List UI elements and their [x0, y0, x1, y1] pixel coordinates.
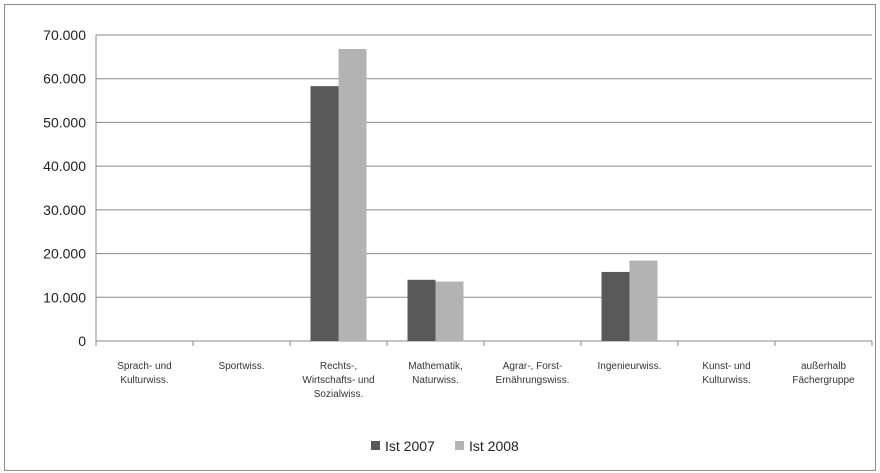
chart-frame [4, 4, 876, 471]
legend-label: Ist 2007 [385, 438, 435, 454]
y-tick-label: 0 [78, 333, 86, 349]
legend-label: Ist 2008 [469, 438, 519, 454]
x-category-label: Mathematik, Naturwiss. [408, 361, 462, 386]
x-category-label: außerhalb Fächergruppe [792, 361, 855, 386]
bar [338, 48, 367, 341]
bar [601, 271, 630, 341]
x-category-label: Rechts-, Wirtschafts- und Sozialwiss. [302, 361, 374, 400]
x-category-label: Sprach- und Kulturwiss. [117, 361, 171, 386]
legend-swatch [455, 441, 464, 450]
y-tick-label: 50.000 [43, 114, 86, 130]
legend-swatch [371, 441, 380, 450]
y-tick-label: 10.000 [43, 289, 86, 305]
y-tick-label: 20.000 [43, 246, 86, 262]
x-category-label: Ingenieurwiss. [598, 361, 662, 372]
y-tick-label: 60.000 [43, 71, 86, 87]
x-category-label: Kunst- und Kulturwiss. [702, 361, 750, 386]
x-category-label: Agrar-, Forst-Ernährungswiss. [496, 361, 570, 386]
y-tick-label: 70.000 [43, 27, 86, 43]
y-tick-label: 40.000 [43, 158, 86, 174]
bar [310, 86, 339, 341]
bar [435, 281, 464, 341]
bar [407, 279, 436, 341]
y-tick-label: 30.000 [43, 202, 86, 218]
bar [629, 260, 658, 341]
x-category-label: Sportwiss. [218, 361, 264, 372]
